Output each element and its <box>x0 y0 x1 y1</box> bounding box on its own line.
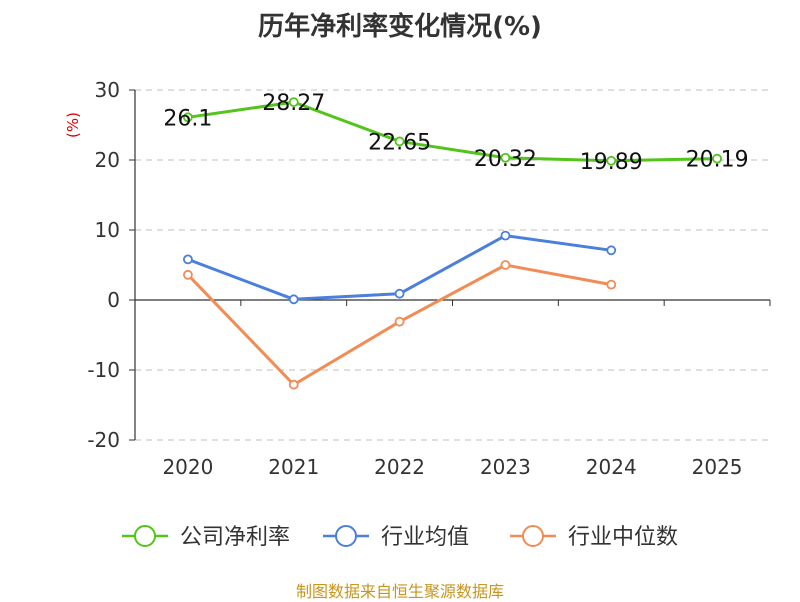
x-tick-label: 2023 <box>480 455 531 479</box>
y-tick-label: -20 <box>87 428 120 452</box>
y-tick-label: 10 <box>95 218 120 242</box>
legend-label[interactable]: 行业中位数 <box>568 525 678 550</box>
y-tick-label: 30 <box>95 78 120 102</box>
axes: 30 20 10 0 -10 -20 2020 2021 2022 2023 2024 2025 (%) <box>64 78 771 479</box>
data-point <box>288 97 299 108</box>
data-point <box>606 279 617 290</box>
data-point <box>500 152 511 163</box>
legend-marker <box>335 525 357 547</box>
x-tick-label: 2025 <box>692 455 743 479</box>
x-tick-label: 2022 <box>374 455 425 479</box>
data-point <box>500 260 511 270</box>
data-labels: 26.1 28.27 22.65 20.32 19.89 20.19 <box>163 91 748 175</box>
data-point <box>288 379 299 390</box>
legend-label[interactable]: 公司净利率 <box>180 525 290 550</box>
data-label: 20.19 <box>686 148 749 173</box>
legend-marker <box>522 525 544 547</box>
legend-marker <box>134 525 156 547</box>
data-point <box>183 269 193 280</box>
chart-title: 历年净利率变化情况(%) <box>258 12 542 42</box>
data-point <box>394 316 405 327</box>
y-tick-label: 20 <box>95 148 120 172</box>
data-point <box>394 136 405 147</box>
x-tick-label: 2021 <box>268 455 319 479</box>
data-point <box>288 294 299 305</box>
data-label: 19.89 <box>580 150 643 175</box>
data-point <box>500 230 511 241</box>
y-tick-label: -10 <box>87 358 120 382</box>
data-label: 20.32 <box>474 147 537 172</box>
data-point <box>183 112 193 123</box>
data-label: 22.65 <box>368 130 431 155</box>
x-tick-label: 2024 <box>586 455 637 479</box>
data-label: 26.1 <box>163 106 212 131</box>
source-note: 制图数据来自恒生聚源数据库 <box>295 582 504 601</box>
data-point <box>394 288 405 299</box>
y-tick-label: 0 <box>107 288 120 312</box>
data-point <box>712 153 722 164</box>
series-lines <box>183 97 722 390</box>
data-point <box>183 254 193 265</box>
data-point <box>606 155 617 166</box>
data-point <box>606 245 617 256</box>
series-line-1 <box>187 100 718 163</box>
x-tick-label: 2020 <box>162 455 213 479</box>
data-label: 28.27 <box>262 91 325 116</box>
legend: 公司净利率 行业均值 行业中位数 <box>122 525 678 550</box>
y-axis-label: (%) <box>64 112 82 138</box>
legend-label[interactable]: 行业均值 <box>381 525 469 550</box>
